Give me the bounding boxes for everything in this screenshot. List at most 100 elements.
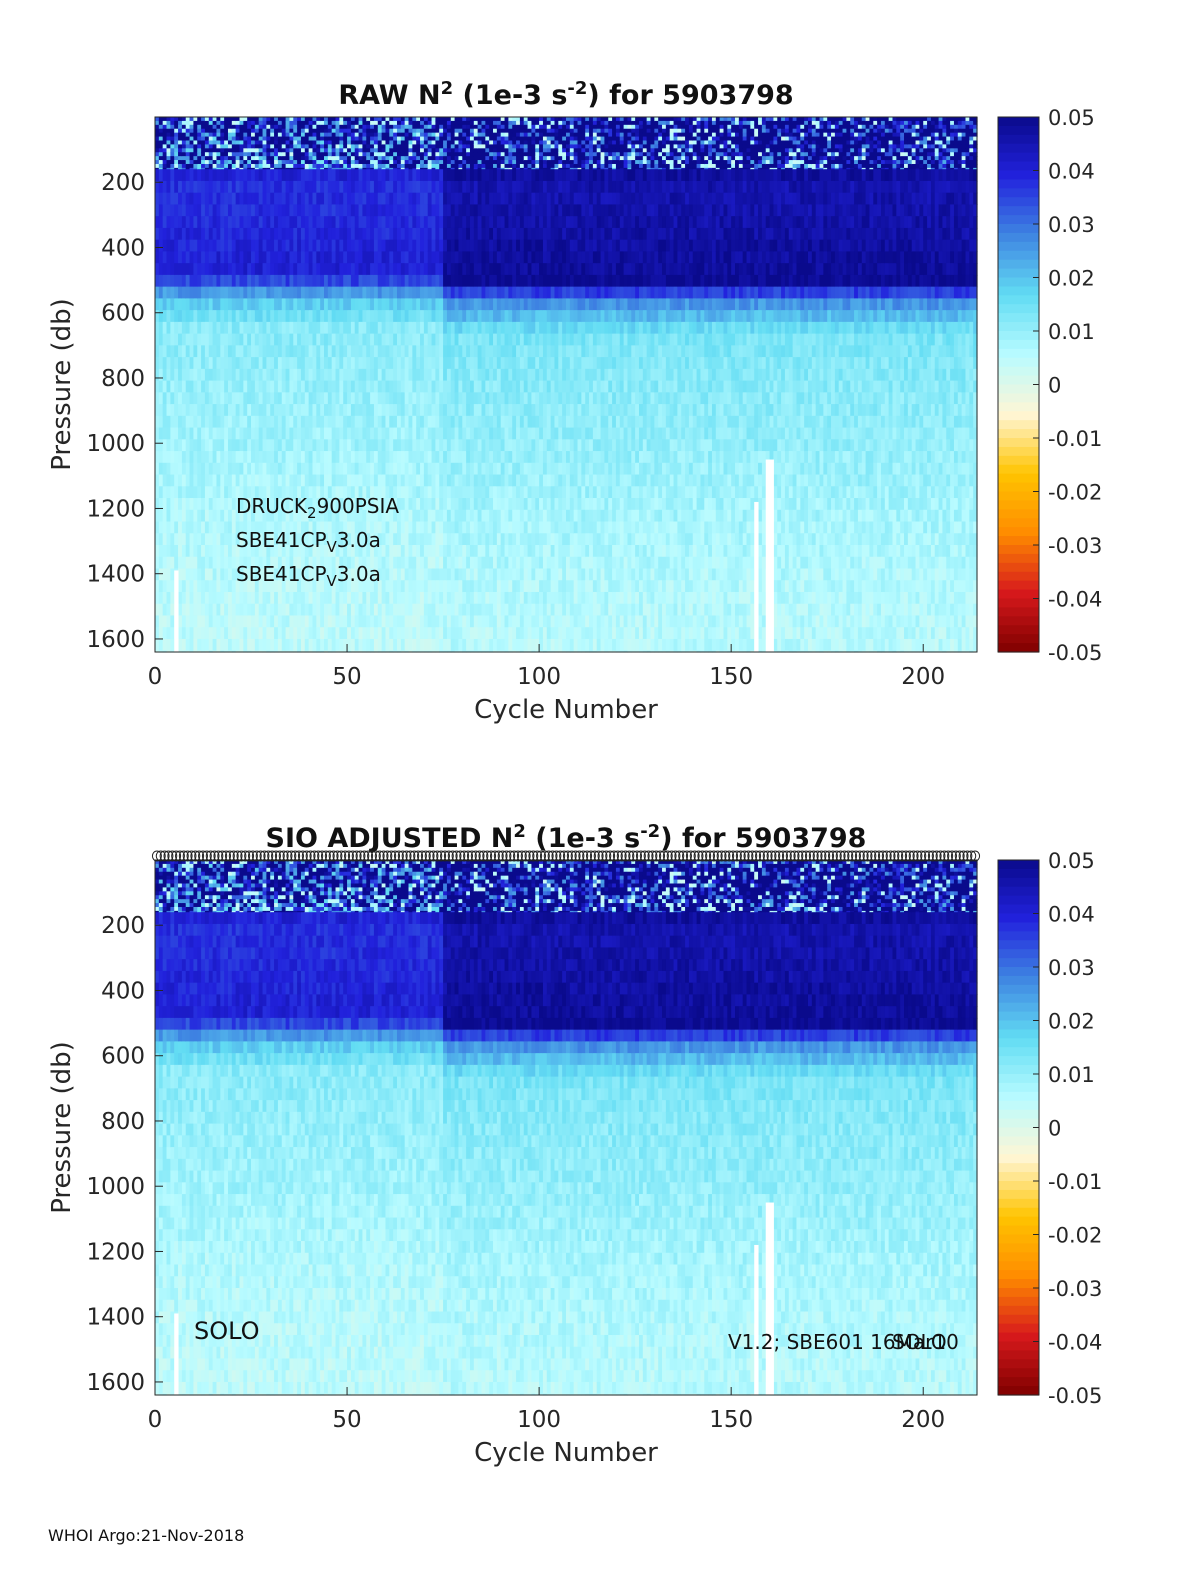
heatmap-cell — [297, 568, 302, 581]
heatmap-cell — [174, 274, 179, 288]
heatmap-cell — [485, 274, 490, 288]
heatmap-cell — [270, 345, 275, 358]
heatmap-cell — [320, 124, 325, 130]
heatmap-cell — [408, 603, 413, 617]
heatmap-cell — [335, 163, 340, 169]
heatmap-cell — [193, 128, 198, 134]
heatmap-cell — [377, 167, 383, 170]
heatmap-cell — [446, 615, 452, 628]
heatmap-cell — [358, 148, 364, 153]
heatmap-cell — [254, 357, 260, 370]
heatmap-cell — [266, 474, 271, 487]
heatmap-cell — [201, 140, 206, 145]
heatmap-cell — [293, 286, 298, 299]
heatmap-cell — [331, 427, 337, 440]
heatmap-cell — [420, 345, 425, 358]
heatmap-cell — [247, 615, 252, 628]
heatmap-cell — [339, 286, 344, 299]
heatmap-cell — [431, 180, 436, 194]
heatmap-cell — [400, 509, 406, 523]
heatmap-cell — [201, 357, 206, 370]
heatmap-cell — [477, 310, 483, 323]
heatmap-cell — [239, 286, 244, 299]
heatmap-cell — [178, 120, 183, 126]
heatmap-cell — [166, 227, 171, 241]
heatmap-cell — [162, 321, 168, 335]
heatmap-cell — [362, 404, 367, 417]
heatmap-cell — [274, 160, 279, 165]
heatmap-cell — [370, 545, 375, 558]
heatmap-cell — [354, 345, 360, 358]
heatmap-cell — [235, 357, 241, 370]
heatmap-cell — [454, 615, 460, 628]
heatmap-cell — [254, 345, 260, 358]
heatmap-cell — [489, 568, 494, 581]
heatmap-cell — [439, 310, 444, 323]
heatmap-cell — [358, 180, 364, 194]
heatmap-cell — [431, 368, 436, 382]
heatmap-cell — [412, 140, 417, 145]
heatmap-cell — [381, 627, 387, 640]
heatmap-cell — [208, 357, 214, 370]
heatmap-cell — [435, 591, 440, 605]
heatmap-cell — [481, 427, 486, 440]
heatmap-cell — [293, 498, 298, 511]
heatmap-cell — [201, 136, 206, 142]
heatmap-cell — [281, 427, 287, 440]
heatmap-cell — [320, 486, 325, 499]
heatmap-cell — [377, 638, 383, 652]
heatmap-cell — [377, 404, 383, 417]
heatmap-cell — [469, 439, 475, 452]
heatmap-cell — [178, 404, 183, 417]
heatmap-cell — [224, 462, 229, 476]
heatmap-cell — [289, 568, 294, 581]
heatmap-cell — [477, 192, 483, 206]
heatmap-cell — [327, 227, 333, 241]
heatmap-cell — [462, 603, 467, 617]
heatmap-cell — [493, 392, 498, 405]
heatmap-cell — [458, 615, 463, 628]
heatmap-cell — [423, 580, 429, 593]
heatmap-cell — [231, 180, 237, 194]
heatmap-cell — [243, 120, 248, 126]
heatmap-cell — [193, 545, 198, 558]
heatmap-cell — [324, 160, 329, 165]
heatmap-cell — [443, 156, 448, 161]
heatmap-cell — [155, 427, 160, 440]
heatmap-cell — [335, 124, 340, 130]
heatmap-cell — [227, 136, 233, 142]
heatmap-cell — [251, 216, 256, 229]
heatmap-cell — [224, 580, 229, 593]
heatmap-cell — [420, 380, 425, 393]
heatmap-cell — [362, 167, 367, 170]
heatmap-cell — [450, 545, 456, 558]
heatmap-cell — [189, 132, 195, 138]
heatmap-cell — [216, 216, 221, 229]
heatmap-cell — [216, 521, 221, 534]
heatmap-cell — [335, 169, 340, 182]
heatmap-cell — [443, 509, 448, 523]
heatmap-cell — [435, 439, 440, 452]
heatmap-cell — [281, 333, 287, 346]
heatmap-cell — [339, 439, 344, 452]
heatmap-cell — [308, 404, 314, 417]
heatmap-cell — [243, 169, 248, 182]
heatmap-cell — [235, 474, 241, 487]
heatmap-cell — [377, 345, 383, 358]
heatmap-cell — [285, 310, 291, 323]
heatmap-cell — [262, 415, 267, 429]
heatmap-cell — [197, 603, 202, 617]
heatmap-cell — [289, 140, 294, 145]
heatmap-cell — [174, 169, 179, 182]
heatmap-cell — [247, 274, 252, 288]
heatmap-cell — [335, 160, 340, 165]
heatmap-cell — [427, 568, 433, 581]
heatmap-cell — [289, 498, 294, 511]
heatmap-cell — [358, 286, 364, 299]
heatmap-cell — [293, 404, 298, 417]
heatmap-cell — [358, 204, 364, 217]
heatmap-cell — [416, 627, 421, 640]
heatmap-cell — [477, 568, 483, 581]
heatmap-cell — [404, 404, 410, 417]
heatmap-cell — [377, 274, 383, 288]
